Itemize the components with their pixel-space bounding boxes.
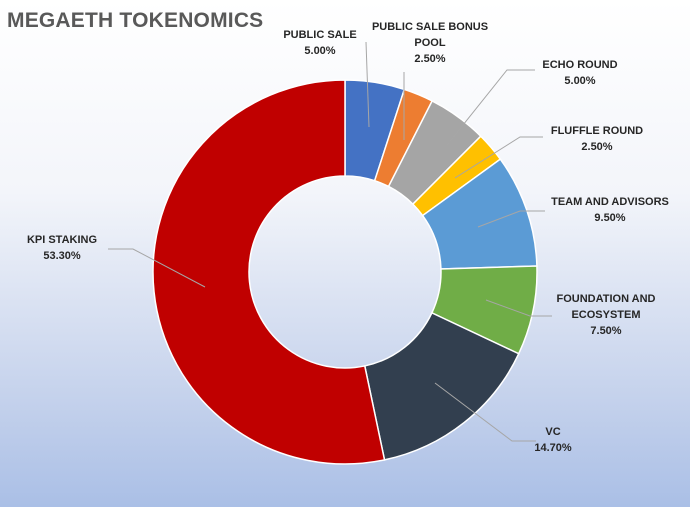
data-label-category: PUBLIC SALE bbox=[283, 29, 356, 41]
data-label-value: 2.50% bbox=[414, 53, 445, 65]
data-label-category: FLUFFLE ROUND bbox=[551, 125, 643, 137]
data-label-value: 7.50% bbox=[590, 325, 621, 337]
data-label-category: ECHO ROUND bbox=[542, 59, 617, 71]
data-label-value: 14.70% bbox=[534, 442, 572, 454]
data-label-foundation-and-ecosystem: FOUNDATION AND ECOSYSTEM 7.50% bbox=[557, 293, 656, 337]
data-label-category: POOL bbox=[414, 37, 445, 49]
leader-line-foundation-and-ecosystem bbox=[485, 299, 552, 317]
data-label-public-sale-bonus-pool: PUBLIC SALE BONUS POOL 2.50% bbox=[372, 21, 488, 65]
chart-title: MEGAETH TOKENOMICS bbox=[7, 9, 264, 32]
data-label-kpi-staking: KPI STAKING 53.30% bbox=[27, 234, 97, 262]
leader-line-kpi-staking bbox=[108, 248, 206, 288]
data-label-value: 5.00% bbox=[304, 45, 335, 57]
data-label-category: VC bbox=[545, 426, 560, 438]
data-label-value: 5.00% bbox=[564, 75, 595, 87]
data-label-value: 9.50% bbox=[594, 212, 625, 224]
data-label-category: FOUNDATION AND bbox=[557, 293, 656, 305]
leader-line-team-and-advisors bbox=[477, 210, 545, 228]
data-label-echo-round: ECHO ROUND 5.00% bbox=[542, 59, 617, 87]
data-label-category: TEAM AND ADVISORS bbox=[551, 196, 669, 208]
slice-kpi-staking bbox=[152, 79, 386, 465]
data-label-team-and-advisors: TEAM AND ADVISORS 9.50% bbox=[551, 196, 669, 224]
leader-line-vc bbox=[434, 382, 536, 442]
leader-line-fluffle-round bbox=[454, 136, 543, 179]
slices-layer bbox=[152, 79, 538, 465]
data-label-value: 53.30% bbox=[43, 250, 81, 262]
data-label-vc: VC 14.70% bbox=[534, 426, 572, 454]
data-label-fluffle-round: FLUFFLE ROUND 2.50% bbox=[551, 125, 643, 153]
data-label-value: 2.50% bbox=[581, 141, 612, 153]
data-label-category: ECOSYSTEM bbox=[571, 309, 640, 321]
leader-lines-layer bbox=[108, 41, 552, 442]
data-label-category: KPI STAKING bbox=[27, 234, 97, 246]
slice-vc bbox=[363, 311, 520, 461]
data-label-category: PUBLIC SALE BONUS bbox=[372, 21, 488, 33]
leader-line-public-sale bbox=[365, 41, 370, 128]
data-label-public-sale: PUBLIC SALE 5.00% bbox=[283, 29, 356, 57]
leader-line-echo-round bbox=[446, 69, 535, 146]
data-labels-layer: PUBLIC SALE 5.00% PUBLIC SALE BONUS POOL 2.5… bbox=[27, 21, 669, 454]
